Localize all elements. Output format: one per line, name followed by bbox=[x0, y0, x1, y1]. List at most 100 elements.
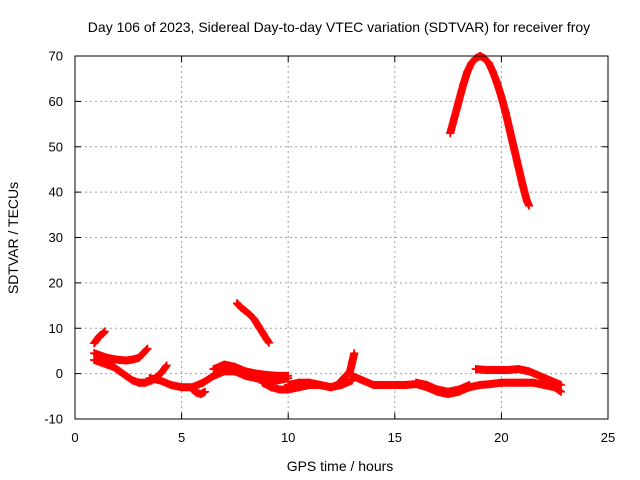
data-point bbox=[305, 378, 314, 387]
data-point bbox=[493, 365, 502, 374]
data-point bbox=[522, 197, 531, 206]
data-point bbox=[294, 378, 303, 387]
data-point bbox=[525, 367, 534, 376]
data-point bbox=[518, 378, 527, 387]
data-point bbox=[346, 367, 355, 376]
data-point bbox=[275, 385, 284, 394]
data-point bbox=[102, 360, 111, 369]
data-point bbox=[128, 355, 137, 364]
data-point bbox=[241, 367, 250, 376]
data-point bbox=[220, 360, 229, 369]
data-point bbox=[156, 376, 165, 385]
data-point bbox=[358, 376, 367, 385]
data-point bbox=[380, 380, 389, 389]
data-point bbox=[339, 374, 348, 383]
data-point bbox=[109, 362, 118, 371]
data-point bbox=[201, 387, 210, 396]
data-point bbox=[505, 126, 514, 135]
data-point bbox=[465, 380, 474, 389]
data-point bbox=[510, 145, 519, 154]
data-point bbox=[252, 369, 261, 378]
x-axis-label: GPS time / hours bbox=[287, 458, 394, 474]
data-point bbox=[412, 378, 421, 387]
y-tick-label: -10 bbox=[44, 412, 63, 427]
data-point bbox=[486, 380, 495, 389]
data-point bbox=[258, 328, 267, 337]
y-tick-label: 20 bbox=[49, 275, 63, 290]
y-tick-label: 70 bbox=[49, 49, 63, 64]
series-segment-5 bbox=[188, 385, 210, 399]
data-point bbox=[262, 370, 271, 379]
data-point bbox=[348, 358, 357, 367]
data-point bbox=[128, 376, 137, 385]
data-point bbox=[444, 387, 453, 396]
data-point bbox=[209, 365, 218, 374]
data-point bbox=[463, 67, 472, 76]
data-point bbox=[333, 380, 342, 389]
data-point bbox=[518, 181, 527, 190]
data-point bbox=[90, 349, 99, 358]
data-point bbox=[100, 327, 109, 336]
data-point bbox=[326, 383, 335, 392]
data-point bbox=[476, 380, 485, 389]
data-point bbox=[454, 385, 463, 394]
data-point bbox=[501, 108, 510, 117]
data-point bbox=[316, 380, 325, 389]
data-point bbox=[109, 355, 118, 364]
chart-title: Day 106 of 2023, Sidereal Day-to-day VTE… bbox=[88, 19, 590, 35]
data-point bbox=[267, 383, 276, 392]
data-point bbox=[115, 367, 124, 376]
data-point bbox=[390, 380, 399, 389]
data-point bbox=[245, 310, 254, 319]
y-axis-label: SDTVAR / TECUs bbox=[5, 182, 21, 294]
data-point bbox=[134, 353, 143, 362]
y-tick-label: 60 bbox=[49, 94, 63, 109]
y-tick-label: 0 bbox=[56, 366, 63, 381]
data-point bbox=[488, 67, 497, 76]
data-point bbox=[401, 380, 410, 389]
data-point bbox=[265, 338, 274, 347]
data-point bbox=[90, 356, 99, 365]
data-point bbox=[369, 380, 378, 389]
grid bbox=[75, 56, 608, 419]
data-series bbox=[90, 52, 566, 399]
data-point bbox=[433, 385, 442, 394]
data-point bbox=[237, 303, 246, 312]
data-point bbox=[454, 97, 463, 106]
data-point bbox=[459, 81, 468, 90]
data-point bbox=[258, 378, 267, 387]
x-tick-label: 0 bbox=[71, 430, 78, 445]
data-point bbox=[493, 79, 502, 88]
x-tick-label: 20 bbox=[494, 430, 508, 445]
data-point bbox=[143, 344, 152, 353]
data-point bbox=[450, 113, 459, 122]
data-point bbox=[484, 58, 493, 67]
data-point bbox=[273, 371, 282, 380]
data-point bbox=[535, 371, 544, 380]
data-point bbox=[166, 380, 175, 389]
data-point bbox=[482, 365, 491, 374]
x-tick-label: 25 bbox=[601, 430, 615, 445]
data-point bbox=[446, 129, 455, 138]
data-point bbox=[209, 371, 218, 380]
data-point bbox=[546, 376, 555, 385]
series-segment-9 bbox=[284, 349, 359, 392]
data-point bbox=[158, 367, 167, 376]
data-point bbox=[529, 378, 538, 387]
series-segment-13 bbox=[446, 52, 534, 210]
data-point bbox=[220, 367, 229, 376]
data-point bbox=[514, 365, 523, 374]
series-segment-1 bbox=[90, 327, 109, 348]
data-point bbox=[141, 378, 150, 387]
data-point bbox=[497, 92, 506, 101]
data-point bbox=[96, 358, 105, 367]
series-segment-12 bbox=[471, 365, 566, 389]
data-point bbox=[241, 307, 250, 316]
data-point bbox=[503, 365, 512, 374]
data-point bbox=[254, 321, 263, 330]
x-tick-label: 10 bbox=[281, 430, 295, 445]
series-segment-7 bbox=[233, 299, 274, 347]
data-point bbox=[188, 385, 197, 394]
data-point bbox=[122, 356, 131, 365]
data-point bbox=[284, 380, 293, 389]
